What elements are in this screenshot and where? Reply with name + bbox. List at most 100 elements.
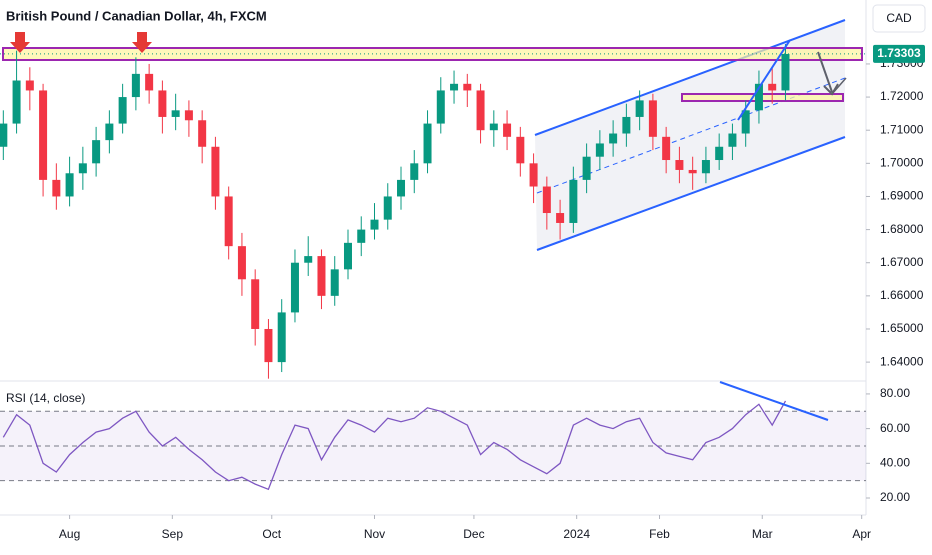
candle-body: [264, 328, 273, 363]
candle-body: [65, 173, 74, 197]
candle-body: [251, 279, 260, 329]
candle-body: [78, 163, 87, 174]
x-tick-label: Dec: [463, 527, 484, 541]
candle-body: [39, 90, 48, 180]
candle-body: [25, 80, 34, 91]
last-price-box: [873, 44, 925, 63]
x-tick-label: Oct: [262, 527, 281, 541]
candle-body: [317, 256, 326, 296]
candle-body: [357, 229, 366, 243]
candle-body: [556, 213, 565, 223]
candle-body: [582, 156, 591, 180]
marker-arrow: [10, 32, 30, 53]
candle-body: [463, 83, 472, 91]
currency-label[interactable]: CAD: [886, 11, 912, 25]
y-tick-label: 1.68000: [880, 222, 924, 236]
candle-body: [304, 256, 313, 263]
candle-body: [635, 100, 644, 117]
candle-body: [158, 90, 167, 117]
y-tick-label: 1.71000: [880, 122, 924, 136]
candle-body: [516, 136, 525, 164]
x-tick-label: Feb: [649, 527, 670, 541]
y-tick-label: 1.65000: [880, 321, 924, 335]
candle-body: [224, 196, 233, 247]
candle-body: [450, 83, 459, 91]
last-price-label: 1.73303: [877, 46, 921, 60]
candle-body: [768, 83, 777, 91]
y-tick-label: 1.70000: [880, 156, 924, 170]
candle-body: [397, 179, 406, 197]
chart-title: British Pound / Canadian Dollar, 4h, FXC…: [6, 8, 267, 23]
candle-body: [211, 146, 220, 197]
candle-body: [423, 123, 432, 164]
candle-body: [105, 123, 114, 141]
candle-body: [370, 219, 379, 230]
candle-body: [662, 136, 671, 161]
marker-arrow: [132, 32, 152, 53]
candle-body: [715, 146, 724, 161]
y-tick-label: 60.00: [880, 421, 910, 435]
candle-body: [118, 97, 127, 124]
candle-body: [701, 160, 710, 174]
candle-body: [728, 133, 737, 147]
currency-button[interactable]: [872, 4, 926, 33]
y-tick-label: 1.72000: [880, 89, 924, 103]
candle-body: [781, 54, 790, 91]
candle-body: [184, 110, 193, 121]
trend-line: [737, 39, 791, 121]
candle-body: [198, 120, 207, 147]
y-tick-label: 1.64000: [880, 354, 924, 368]
x-tick-label: Aug: [59, 527, 80, 541]
candle-body: [609, 133, 618, 144]
x-tick-label: Sep: [162, 527, 184, 541]
candle-body: [131, 73, 140, 98]
candle-body: [277, 312, 286, 363]
candle-body: [0, 123, 8, 147]
candle-body: [436, 90, 445, 124]
rsi-trend-line: [719, 381, 829, 421]
rsi-line: [2, 400, 787, 491]
projection-arrow-tail: [831, 77, 847, 95]
y-tick-label: 40.00: [880, 455, 910, 469]
candle-body: [648, 100, 657, 137]
candle-body: [688, 169, 697, 174]
candle-body: [171, 110, 180, 117]
candle-body: [383, 196, 392, 220]
candle-body: [476, 90, 485, 131]
candle-body: [410, 163, 419, 180]
y-tick-label: 1.67000: [880, 255, 924, 269]
x-tick-label: Apr: [852, 527, 871, 541]
candle-body: [622, 116, 631, 134]
y-tick-label: 20.00: [880, 490, 910, 504]
candle-body: [237, 246, 246, 280]
candle-body: [569, 179, 578, 223]
candle-body: [343, 242, 352, 270]
candle-body: [595, 143, 604, 157]
candle-body: [754, 83, 763, 111]
x-tick-label: 2024: [563, 527, 590, 541]
candle-body: [741, 110, 750, 134]
candle-body: [145, 73, 154, 91]
x-tick-label: Nov: [364, 527, 385, 541]
candle-body: [503, 123, 512, 137]
marks: Aug Sep Oct Nov Dec 2024 Feb Mar Apr 1.64000 1.650…: [0, 44, 924, 541]
x-tick-label: Mar: [752, 527, 773, 541]
candle-body: [12, 80, 21, 124]
candle-body: [92, 140, 101, 164]
candle-body: [529, 163, 538, 187]
candle-body: [330, 269, 339, 296]
projection-arrow: [817, 51, 833, 93]
channel-lower: [536, 136, 846, 251]
y-tick-label: 80.00: [880, 386, 910, 400]
y-tick-label: 1.66000: [880, 288, 924, 302]
rsi-title: RSI (14, close): [6, 391, 85, 405]
y-tick-label: 1.69000: [880, 189, 924, 203]
channel-upper: [534, 19, 846, 136]
channel-fill: [535, 20, 845, 250]
candle-body: [52, 179, 61, 197]
candle-body: [489, 123, 498, 131]
candle-body: [290, 262, 299, 313]
candle-body: [542, 186, 551, 214]
candle-body: [675, 160, 684, 170]
